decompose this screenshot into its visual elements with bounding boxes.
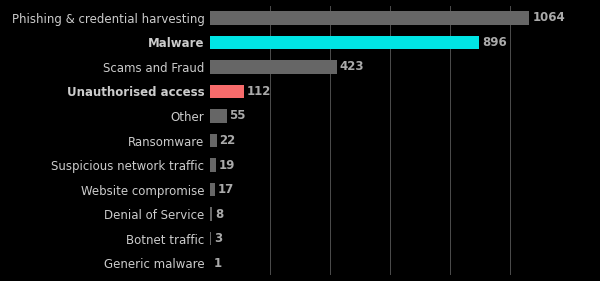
Text: 896: 896 bbox=[482, 36, 506, 49]
Bar bbox=[210, 183, 215, 196]
Bar bbox=[210, 109, 227, 123]
Text: 17: 17 bbox=[218, 183, 235, 196]
Text: 19: 19 bbox=[218, 158, 235, 171]
Bar bbox=[210, 60, 337, 74]
Text: 1064: 1064 bbox=[532, 12, 565, 24]
Bar bbox=[210, 11, 529, 25]
Text: 423: 423 bbox=[340, 60, 364, 73]
Bar bbox=[210, 85, 244, 98]
Text: 22: 22 bbox=[220, 134, 236, 147]
Bar bbox=[210, 134, 217, 147]
Text: 112: 112 bbox=[247, 85, 271, 98]
Bar bbox=[210, 232, 211, 245]
Bar bbox=[210, 158, 216, 172]
Text: 55: 55 bbox=[229, 110, 246, 123]
Text: 3: 3 bbox=[214, 232, 222, 245]
Bar bbox=[210, 36, 479, 49]
Text: 8: 8 bbox=[215, 208, 224, 221]
Text: 1: 1 bbox=[214, 257, 221, 269]
Bar bbox=[210, 207, 212, 221]
